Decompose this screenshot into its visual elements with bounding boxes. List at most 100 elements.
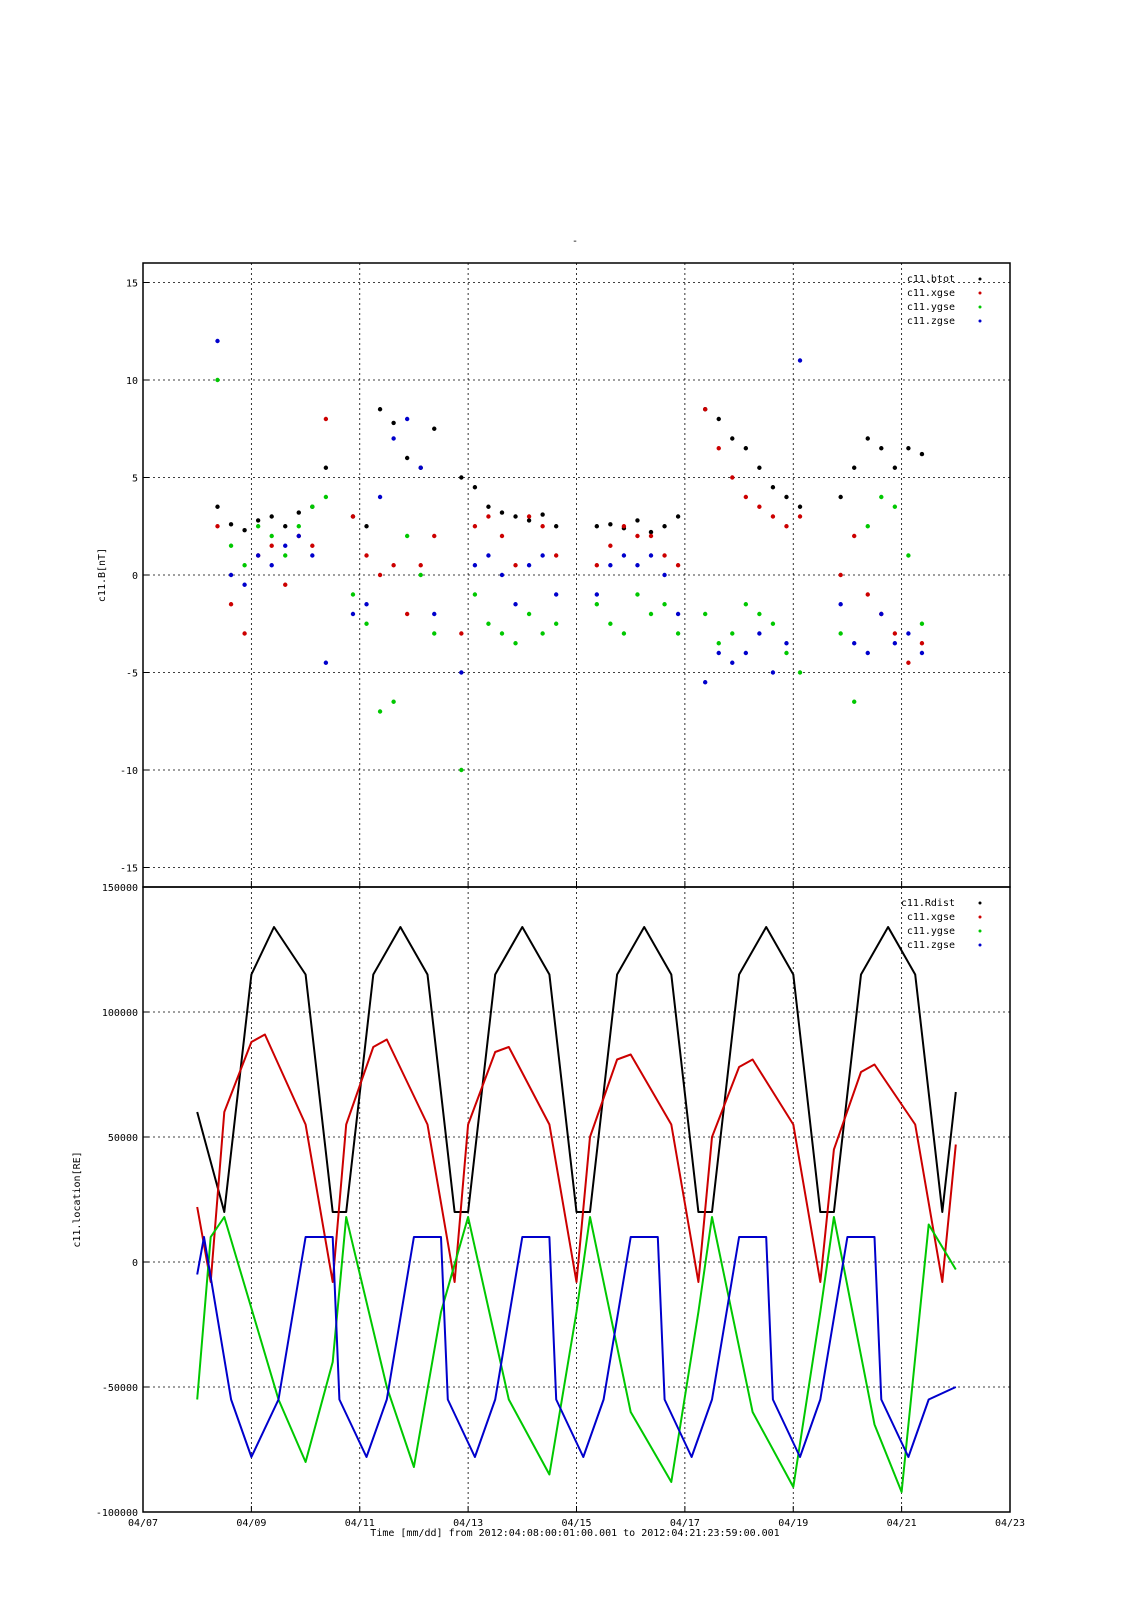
series-line — [196, 1236, 957, 1458]
data-point — [865, 592, 870, 597]
data-point — [472, 524, 478, 529]
data-point — [296, 533, 301, 539]
legend-marker — [978, 943, 982, 947]
data-point — [350, 611, 356, 617]
data-point — [215, 377, 220, 383]
data-point — [770, 621, 776, 626]
data-point — [675, 611, 681, 617]
data-point — [797, 670, 803, 675]
y-tick-label: 100000 — [102, 1008, 138, 1019]
data-point — [648, 533, 654, 539]
data-point — [743, 446, 749, 451]
data-point — [865, 524, 870, 529]
data-point — [255, 518, 261, 523]
data-point — [892, 504, 898, 509]
data-point — [730, 475, 735, 480]
y-axis-label: c11.B[nT] — [97, 548, 108, 602]
data-point — [364, 524, 369, 529]
data-point — [675, 563, 681, 568]
data-point — [526, 563, 532, 568]
data-point — [757, 465, 762, 470]
data-point — [675, 631, 681, 636]
data-point — [852, 533, 857, 539]
data-point — [797, 504, 803, 509]
data-point — [865, 436, 870, 441]
data-point — [269, 514, 274, 519]
data-point — [228, 522, 234, 527]
data-point — [621, 631, 627, 636]
data-point — [526, 518, 532, 523]
data-point — [459, 670, 464, 675]
data-point — [608, 621, 613, 626]
legend-marker — [978, 277, 982, 281]
data-point — [919, 641, 925, 646]
data-point — [838, 602, 843, 607]
data-point — [594, 524, 600, 529]
data-point — [228, 572, 234, 578]
data-point — [418, 465, 423, 470]
legend-marker — [978, 319, 982, 323]
data-point — [486, 504, 491, 509]
data-point — [662, 524, 667, 529]
data-point — [797, 358, 803, 363]
data-point — [215, 504, 220, 509]
legend-label: c11.ygse — [907, 302, 955, 313]
data-point — [648, 611, 654, 617]
data-point — [906, 660, 911, 665]
x-tick-label: 04/09 — [236, 1518, 266, 1529]
data-point — [228, 602, 234, 607]
data-point — [635, 592, 640, 597]
data-point — [310, 543, 315, 548]
data-point — [418, 572, 423, 578]
data-point — [432, 533, 437, 539]
legend-marker — [978, 901, 982, 905]
y-tick-label: 150000 — [102, 883, 138, 894]
data-point — [350, 514, 356, 519]
data-point — [919, 451, 925, 457]
x-tick-label: 04/21 — [887, 1518, 917, 1529]
data-point — [906, 631, 911, 636]
data-point — [919, 621, 925, 626]
data-point — [255, 524, 261, 529]
data-point — [716, 416, 721, 422]
data-point — [716, 650, 721, 656]
data-point — [892, 465, 898, 470]
data-point — [553, 524, 559, 529]
data-point — [364, 621, 369, 626]
legend-marker — [978, 291, 982, 295]
legend-marker — [978, 915, 982, 919]
figure-title-mark: - — [572, 236, 578, 247]
data-point — [662, 553, 667, 558]
data-point — [215, 524, 220, 529]
data-point — [906, 553, 911, 558]
legend-marker — [978, 305, 982, 309]
data-point — [743, 650, 749, 656]
data-point — [743, 602, 749, 607]
y-tick-label: -15 — [120, 864, 138, 875]
y-tick-label: 15 — [126, 279, 138, 290]
legend-label: c11.Rdist — [901, 898, 955, 909]
data-point — [486, 514, 491, 519]
data-point — [404, 533, 410, 539]
data-point — [432, 611, 437, 617]
y-tick-label: 10 — [126, 376, 138, 387]
y-tick-label: -5 — [126, 669, 138, 680]
x-tick-label: 04/13 — [453, 1518, 483, 1529]
y-tick-label: 5 — [132, 474, 138, 485]
data-point — [242, 563, 247, 568]
data-point — [730, 660, 735, 665]
data-point — [513, 563, 518, 568]
data-point — [594, 592, 600, 597]
data-point — [404, 416, 410, 422]
location-panel: 04/07 04/09 04/11 04/13 04/15 04/17 04/19 04/21… — [72, 883, 1025, 1529]
data-point — [323, 494, 329, 500]
data-point — [784, 524, 789, 529]
data-point — [553, 553, 559, 558]
data-point — [269, 533, 274, 539]
data-point — [296, 510, 301, 515]
data-point — [377, 494, 383, 500]
x-tick-label: 04/23 — [995, 1518, 1025, 1529]
data-point — [784, 641, 789, 646]
